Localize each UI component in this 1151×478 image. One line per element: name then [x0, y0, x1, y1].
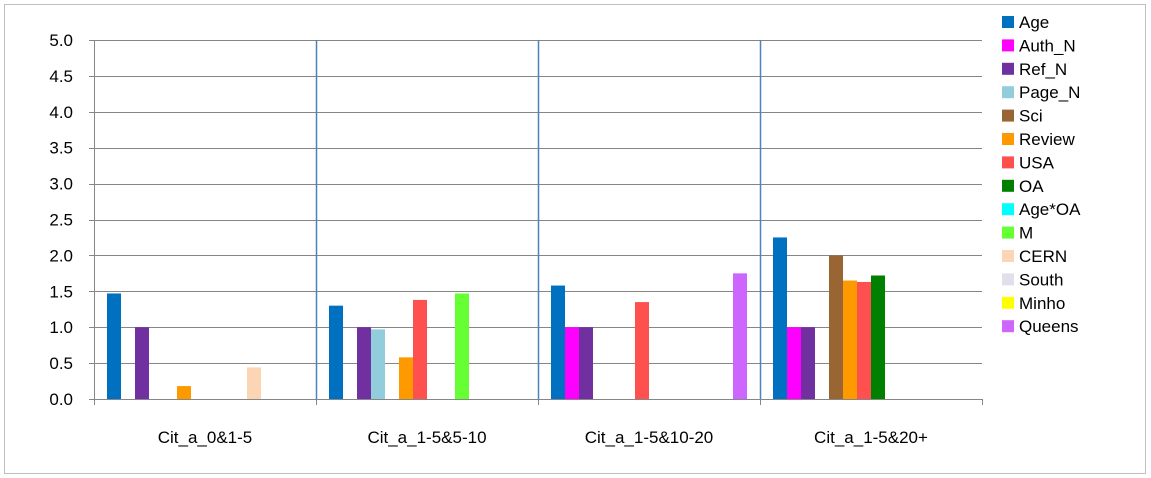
bar: [455, 293, 469, 399]
legend-label: South: [1019, 270, 1063, 289]
legend-label: M: [1019, 224, 1033, 243]
legend-swatch: [1002, 156, 1014, 169]
legend-label: Queens: [1019, 317, 1079, 336]
legend-label: Sci: [1019, 107, 1043, 126]
bar: [871, 275, 885, 399]
category-label: Cit_a_1-5&20+: [814, 428, 928, 447]
legend-swatch: [1002, 109, 1014, 122]
category-separators: [315, 40, 762, 399]
y-tick-label: 3.5: [49, 139, 73, 158]
y-tick-label: 1.0: [49, 318, 73, 337]
bar: [787, 327, 801, 399]
bar: [579, 327, 593, 399]
legend-swatch: [1002, 226, 1014, 239]
legend: Age Auth_N Ref_N Page_N Sci Review USA OA Age*OA…: [1002, 13, 1081, 336]
legend-swatch: [1002, 296, 1014, 309]
legend-swatch: [1002, 250, 1014, 262]
legend-label: OA: [1019, 177, 1044, 196]
legend-swatch: [1002, 273, 1014, 286]
y-tick-label: 4.0: [49, 103, 73, 122]
y-tick-label: 2.0: [49, 246, 73, 265]
legend-label: CERN: [1019, 247, 1067, 266]
bar: [107, 293, 121, 399]
y-tick-label: 1.5: [49, 282, 73, 301]
legend-label: Minho: [1019, 294, 1065, 313]
legend-swatch: [1002, 203, 1014, 216]
bar: [329, 305, 343, 399]
bar: [399, 357, 413, 399]
legend-label: Auth_N: [1019, 36, 1076, 55]
bar: [551, 285, 565, 399]
bar: [801, 327, 815, 399]
legend-swatch: [1002, 16, 1014, 28]
bar: [247, 367, 261, 399]
bar: [357, 327, 371, 399]
category-label: Cit_a_1-5&10-20: [585, 428, 714, 447]
y-tick-label: 0.5: [49, 354, 73, 373]
bar: [371, 329, 385, 399]
bar: [857, 281, 871, 399]
bar: [177, 386, 191, 399]
legend-label: Review: [1019, 130, 1075, 149]
bar: [413, 299, 427, 399]
y-tick-label: 2.5: [49, 211, 73, 230]
legend-swatch: [1002, 62, 1014, 75]
category-labels: Cit_a_0&1-5 Cit_a_1-5&5-10 Cit_a_1-5&10-20…: [158, 428, 928, 447]
bars: [107, 237, 885, 399]
bar: [843, 280, 857, 399]
category-label: Cit_a_1-5&5-10: [367, 428, 486, 447]
legend-swatch: [1002, 133, 1014, 145]
legend-swatch: [1002, 86, 1014, 99]
bar: [565, 327, 579, 399]
bar: [829, 255, 843, 399]
bar: [135, 327, 149, 399]
bar: [635, 302, 649, 399]
legend-label: Age: [1019, 13, 1049, 32]
y-tick-label: 0.0: [49, 390, 73, 409]
legend-swatch: [1002, 39, 1014, 52]
legend-label: Age*OA: [1019, 200, 1081, 219]
legend-label: Ref_N: [1019, 60, 1067, 79]
legend-label: Page_N: [1019, 83, 1080, 102]
bar: [773, 237, 787, 399]
legend-label: USA: [1019, 153, 1055, 172]
legend-swatch: [1002, 179, 1014, 192]
y-tick-label: 3.0: [49, 175, 73, 194]
legend-swatch: [1002, 320, 1014, 333]
axes: [89, 40, 983, 405]
y-tick-label: 4.5: [49, 67, 73, 86]
y-tick-labels: 0.0 0.5 1.0 1.5 2.0 2.5 3.0 3.5 4.0 4.5 5.0: [49, 31, 73, 409]
bar: [733, 273, 747, 399]
chart-frame: [4, 4, 1146, 474]
category-label: Cit_a_0&1-5: [158, 428, 253, 447]
y-tick-label: 5.0: [49, 31, 73, 50]
